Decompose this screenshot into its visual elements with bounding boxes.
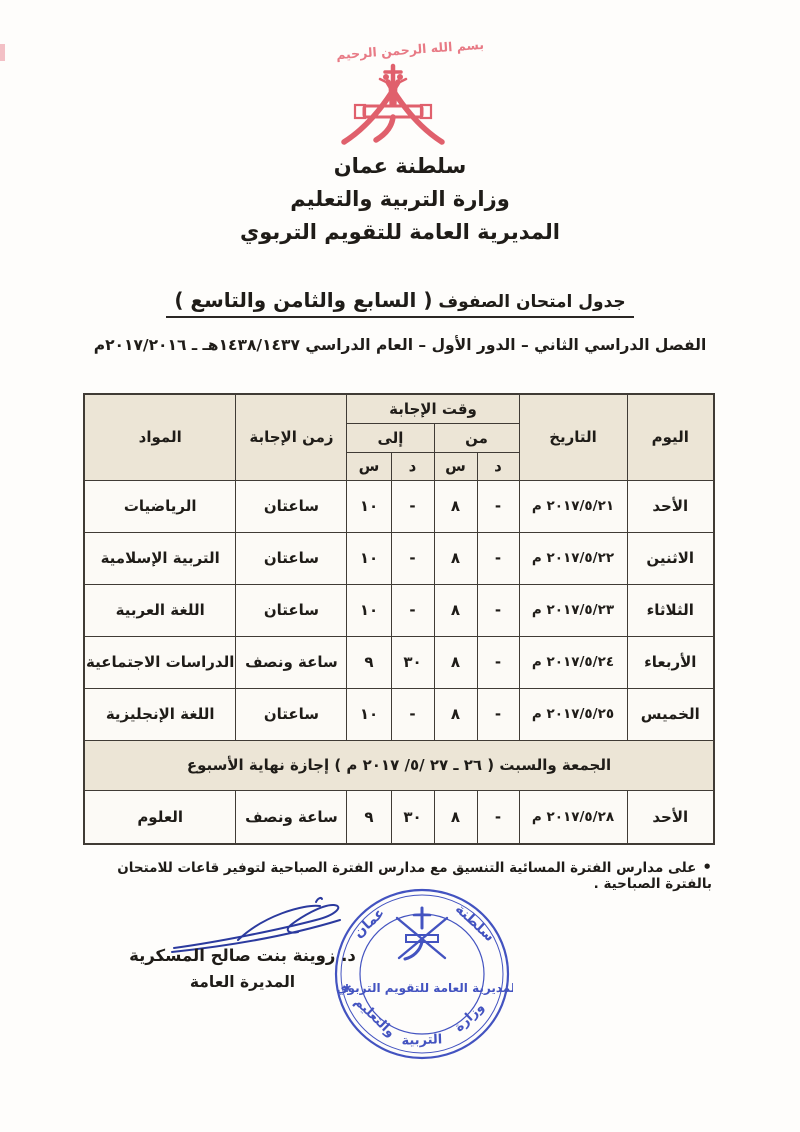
signatory-title: المديرة العامة: [189, 973, 296, 991]
cell-from-minute: -: [476, 789, 520, 845]
cell-date: ٢٠١٧/٥/٢٤ م: [518, 635, 628, 689]
official-stamp: سلطنة عمان ✱ المديرية العامة للتقويم الت…: [331, 886, 519, 1067]
page-title: جدول امتحان الصفوف ( السابع والثامن والت…: [0, 288, 800, 318]
table-row: الأحد ٢٠١٧/٥/٢٨ م - ٨ ٣٠ ٩ ساعة ونصف الع…: [83, 789, 715, 845]
cell-duration: ساعتان: [235, 583, 348, 637]
header-date: التاريخ: [518, 393, 628, 481]
title-grades: ( السابع والثامن والتاسع ): [174, 288, 433, 312]
exam-schedule-table: اليوم التاريخ وقت الإجابة زمن الإجابة ال…: [82, 393, 715, 845]
cell-from-hour: ٨: [433, 789, 478, 845]
cell-date: ٢٠١٧/٥/٢٢ م: [518, 531, 628, 585]
cell-from-hour: ٨: [433, 531, 478, 585]
table-row: الثلاثاء ٢٠١٧/٥/٢٣ م - ٨ - ١٠ ساعتان الل…: [83, 583, 715, 637]
weekend-label: الجمعة والسبت ( ٢٦ ـ ٢٧ /٥/ ٢٠١٧ م ) إجا…: [83, 739, 715, 791]
header-subjects: المواد: [83, 393, 237, 481]
org-country: سلطنة عمان: [333, 154, 467, 178]
cell-from-minute: -: [476, 635, 520, 689]
weekend-row: الجمعة والسبت ( ٢٦ ـ ٢٧ /٥/ ٢٠١٧ م ) إجا…: [83, 739, 715, 791]
cell-subject: العلوم: [83, 789, 237, 845]
cell-subject: الرياضيات: [83, 479, 237, 533]
signatory-name: د. زوينة بنت صالح المسكرية: [129, 946, 356, 965]
cell-from-minute: -: [476, 687, 520, 741]
cell-to-hour: ٩: [346, 789, 392, 845]
cell-to-hour: ١٠: [346, 687, 392, 741]
header-answer-time: وقت الإجابة: [346, 393, 520, 424]
cell-subject: اللغة الإنجليزية: [83, 687, 237, 741]
table-row: الأربعاء ٢٠١٧/٥/٢٤ م - ٨ ٣٠ ٩ ساعة ونصف …: [83, 635, 715, 689]
header-duration: زمن الإجابة: [235, 393, 348, 481]
header-to-hour: س: [346, 451, 392, 481]
stamp-star-icon: ✱: [342, 982, 351, 995]
title-prefix: جدول امتحان الصفوف: [432, 292, 626, 312]
cell-date: ٢٠١٧/٥/٢٣ م: [518, 583, 628, 637]
cell-to-hour: ١٠: [346, 583, 392, 637]
header-day: اليوم: [626, 393, 715, 481]
header-from: من: [433, 422, 520, 453]
signature-icon: [168, 896, 373, 958]
cell-from-hour: ٨: [433, 687, 478, 741]
header-from-hour: س: [433, 451, 478, 481]
cell-to-minute: ٣٠: [390, 789, 435, 845]
org-ministry: وزارة التربية والتعليم: [290, 187, 510, 211]
cell-from-minute: -: [476, 583, 520, 637]
cell-subject: التربية الإسلامية: [83, 531, 237, 585]
stamp-emblem-icon: [395, 906, 449, 961]
cell-to-hour: ١٠: [346, 479, 392, 533]
cell-to-hour: ٩: [346, 635, 392, 689]
cell-duration: ساعتان: [235, 687, 348, 741]
oman-emblem-icon: [334, 62, 452, 152]
cell-from-minute: -: [476, 531, 520, 585]
bismillah-calligraphy: بسم الله الرحمن الرحيم: [335, 36, 485, 63]
cell-to-minute: -: [390, 687, 435, 741]
cell-to-hour: ١٠: [346, 531, 392, 585]
table-row: الاثنين ٢٠١٧/٥/٢٢ م - ٨ - ١٠ ساعتان التر…: [83, 531, 715, 585]
header-to-minute: د: [390, 451, 435, 481]
footnote-text: على مدارس الفترة المسائية التنسيق مع مدا…: [117, 860, 712, 892]
cell-date: ٢٠١٧/٥/٢٥ م: [518, 687, 628, 741]
cell-duration: ساعة ونصف: [235, 635, 348, 689]
cell-subject: الدراسات الاجتماعية: [83, 635, 237, 689]
cell-day: الاثنين: [626, 531, 715, 585]
cell-duration: ساعتان: [235, 479, 348, 533]
cell-subject: اللغة العربية: [83, 583, 237, 637]
stamp-ministry-part1: وزارة: [452, 1000, 488, 1035]
signatory-block: د. زوينة بنت صالح المسكرية المديرة العام…: [110, 942, 375, 996]
org-header: سلطنة عمان وزارة التربية والتعليم المدير…: [0, 150, 800, 249]
stamp-country-part2: عمان: [351, 905, 388, 941]
header-from-minute: د: [476, 451, 520, 481]
bullet-icon: •: [702, 858, 712, 876]
cell-duration: ساعة ونصف: [235, 789, 348, 845]
page-subtitle: الفصل الدراسي الثاني – الدور الأول – الع…: [93, 336, 707, 354]
cell-to-minute: -: [390, 531, 435, 585]
table-row: الخميس ٢٠١٧/٥/٢٥ م - ٨ - ١٠ ساعتان اللغة…: [83, 687, 715, 741]
cell-date: ٢٠١٧/٥/٢١ م: [518, 479, 628, 533]
cell-day: الثلاثاء: [626, 583, 715, 637]
org-directorate: المديرية العامة للتقويم التربوي: [239, 220, 561, 244]
table-row: الأحد ٢٠١٧/٥/٢١ م - ٨ - ١٠ ساعتان الرياض…: [83, 479, 715, 533]
cell-to-minute: ٣٠: [390, 635, 435, 689]
cell-from-minute: -: [476, 479, 520, 533]
cell-date: ٢٠١٧/٥/٢٨ م: [518, 789, 628, 845]
stamp-directorate: المديرية العامة للتقويم التربوي: [337, 981, 513, 996]
scan-edge-mark: [0, 44, 5, 61]
cell-day: الأحد: [626, 479, 715, 533]
cell-to-minute: -: [390, 583, 435, 637]
cell-day: الأحد: [626, 789, 715, 845]
cell-day: الأربعاء: [626, 635, 715, 689]
footnote: •على مدارس الفترة المسائية التنسيق مع مد…: [100, 858, 712, 892]
header-to: إلى: [346, 422, 435, 453]
stamp-ministry-part2: التربية: [401, 1032, 442, 1048]
cell-day: الخميس: [626, 687, 715, 741]
cell-from-hour: ٨: [433, 583, 478, 637]
cell-from-hour: ٨: [433, 479, 478, 533]
cell-to-minute: -: [390, 479, 435, 533]
cell-duration: ساعتان: [235, 531, 348, 585]
stamp-ministry-part3: والتعليم: [351, 994, 398, 1040]
cell-from-hour: ٨: [433, 635, 478, 689]
